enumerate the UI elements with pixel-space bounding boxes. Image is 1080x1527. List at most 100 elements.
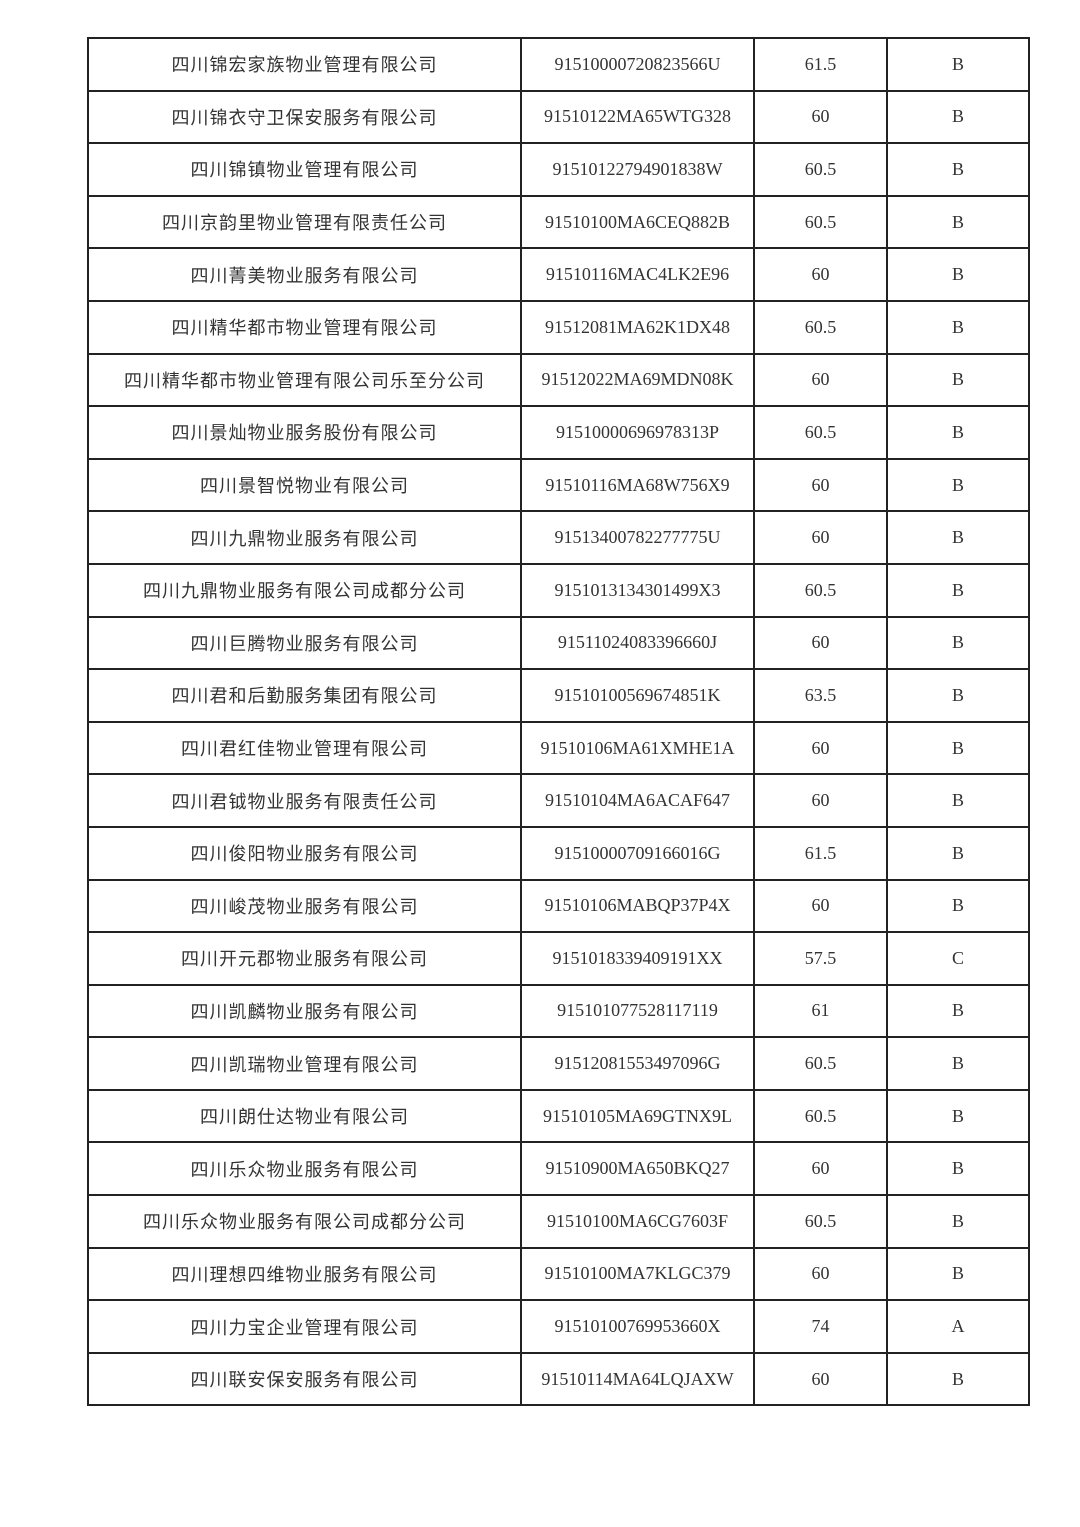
credit-code-cell: 91510183394091​91XX [520, 931, 755, 986]
grade-cell: B [886, 825, 1030, 881]
credit-code-cell: 91510116MA68W756X9 [520, 457, 755, 513]
company-name-cell: 四川俊阳物业服务有限公司 [87, 825, 522, 881]
score-cell: 60 [753, 615, 888, 671]
company-name-cell: 四川锦衣守卫保安服务有限公司 [87, 89, 522, 145]
table-row: 四川凯瑞物业管理有限公司 91512081553497096G 60.5 B [87, 1036, 1030, 1091]
grade-cell: B [886, 142, 1030, 197]
credit-code-cell: 91510000709166016G [520, 825, 755, 881]
grade-cell: B [886, 247, 1030, 302]
table-row: 四川联安保安服务有限公司 91510114MA64LQJAXW 60 B [87, 1351, 1030, 1407]
company-name-cell: 四川凯瑞物业管理有限公司 [87, 1036, 522, 1091]
score-cell: 61.5 [753, 37, 888, 92]
grade-cell: B [886, 720, 1030, 776]
table-row: 四川开元郡物业服务有限公司 91510183394091​91XX 57.5 C [87, 931, 1030, 986]
table-row: 四川九鼎物业服务有限公司 91513400782277775U 60 B [87, 510, 1030, 565]
table-row: 四川君和后勤服务集团有限公司 91510100569674851K 63.5 B [87, 668, 1030, 723]
score-cell: 60 [753, 510, 888, 565]
company-name-cell: 四川君和后勤服务集团有限公司 [87, 668, 522, 723]
grade-cell: C [886, 931, 1030, 986]
company-name-cell: 四川景智悦物业有限公司 [87, 457, 522, 513]
credit-code-cell: 91510900MA650BKQ27 [520, 1141, 755, 1197]
score-cell: 60.5 [753, 299, 888, 355]
grade-cell: B [886, 352, 1030, 408]
grade-cell: B [886, 773, 1030, 828]
grade-cell: B [886, 1036, 1030, 1091]
score-cell: 60 [753, 878, 888, 934]
score-cell: 74 [753, 1299, 888, 1354]
credit-code-cell: 91510107752811711​9 [520, 983, 755, 1039]
credit-code-cell: 91510106MABQP37P4X [520, 878, 755, 934]
table-row: 四川锦宏家族物业管理有限公司 91510000720823566U 61.5 B [87, 37, 1030, 92]
rating-table: 四川锦宏家族物业管理有限公司 91510000720823566U 61.5 B 四川锦… [87, 37, 1030, 1407]
table-row: 四川君钺物业服务有限责任公司 91510104MA6ACAF647 60 B [87, 773, 1030, 828]
credit-code-cell: 91510106MA61XMHE1A [520, 720, 755, 776]
grade-cell: B [886, 194, 1030, 250]
table-row: 四川俊阳物业服务有限公司 91510000709166016G 61.5 B [87, 825, 1030, 881]
table-row: 四川菁美物业服务有限公司 91510116MAC4LK2E96 60 B [87, 247, 1030, 302]
credit-code-cell: 91510105MA69GTNX9L [520, 1088, 755, 1144]
score-cell: 60 [753, 247, 888, 302]
score-cell: 60.5 [753, 562, 888, 618]
score-cell: 60 [753, 720, 888, 776]
table-row: 四川峻茂物业服务有限公司 91510106MABQP37P4X 60 B [87, 878, 1030, 934]
table-row: 四川景灿物业服务股份有限公司 91510000696978313P 60.5 B [87, 405, 1030, 460]
table-row: 四川君红佳物业管理有限公司 91510106MA61XMHE1A 60 B [87, 720, 1030, 776]
table-row: 四川乐众物业服务有限公司成都分公司 91510100MA6CG7603F 60.5 B [87, 1194, 1030, 1249]
grade-cell: A [886, 1299, 1030, 1354]
company-name-cell: 四川联安保安服务有限公司 [87, 1351, 522, 1407]
grade-cell: B [886, 299, 1030, 355]
company-name-cell: 四川开元郡物业服务有限公司 [87, 931, 522, 986]
company-name-cell: 四川理想四维物业服务有限公司 [87, 1246, 522, 1302]
grade-cell: B [886, 983, 1030, 1039]
credit-code-cell: 91510000696978313P [520, 405, 755, 460]
score-cell: 60 [753, 89, 888, 145]
grade-cell: B [886, 405, 1030, 460]
table-row: 四川理想四维物业服务有限公司 91510100MA7KLGC379 60 B [87, 1246, 1030, 1302]
credit-code-cell: 91510100MA7KLGC379 [520, 1246, 755, 1302]
grade-cell: B [886, 1088, 1030, 1144]
score-cell: 60 [753, 1141, 888, 1197]
credit-code-cell: 91510100MA6CG7603F [520, 1194, 755, 1249]
table-row: 四川乐众物业服务有限公司 91510900MA650BKQ27 60 B [87, 1141, 1030, 1197]
grade-cell: B [886, 1351, 1030, 1407]
company-name-cell: 四川精华都市物业管理有限公司 [87, 299, 522, 355]
score-cell: 60.5 [753, 142, 888, 197]
credit-code-cell: 91512022MA69MDN08K [520, 352, 755, 408]
company-name-cell: 四川君红佳物业管理有限公司 [87, 720, 522, 776]
score-cell: 60 [753, 1351, 888, 1407]
credit-code-cell: 91510000720823566U [520, 37, 755, 92]
table-body: 四川锦宏家族物业管理有限公司 91510000720823566U 61.5 B 四川锦… [87, 37, 1030, 1407]
company-name-cell: 四川力宝企业管理有限公司 [87, 1299, 522, 1354]
company-name-cell: 四川朗仕达物业有限公司 [87, 1088, 522, 1144]
table-row: 四川锦镇物业管理有限公司 91510122794901838W 60.5 B [87, 142, 1030, 197]
grade-cell: B [886, 615, 1030, 671]
company-name-cell: 四川凯麟物业服务有限公司 [87, 983, 522, 1039]
grade-cell: B [886, 562, 1030, 618]
score-cell: 60.5 [753, 405, 888, 460]
credit-code-cell: 91513400782277775U [520, 510, 755, 565]
company-name-cell: 四川乐众物业服务有限公司成都分公司 [87, 1194, 522, 1249]
company-name-cell: 四川景灿物业服务股份有限公司 [87, 405, 522, 460]
score-cell: 60 [753, 352, 888, 408]
score-cell: 61 [753, 983, 888, 1039]
company-name-cell: 四川乐众物业服务有限公司 [87, 1141, 522, 1197]
table-row: 四川锦衣守卫保安服务有限公司 91510122MA65WTG328 60 B [87, 89, 1030, 145]
grade-cell: B [886, 510, 1030, 565]
table-row: 四川巨腾物业服务有限公司 91511024083396660J 60 B [87, 615, 1030, 671]
credit-code-cell: 91510100569674851K [520, 668, 755, 723]
score-cell: 60.5 [753, 194, 888, 250]
credit-code-cell: 91510116MAC4LK2E96 [520, 247, 755, 302]
grade-cell: B [886, 457, 1030, 513]
grade-cell: B [886, 668, 1030, 723]
company-name-cell: 四川锦宏家族物业管理有限公司 [87, 37, 522, 92]
table-row: 四川朗仕达物业有限公司 91510105MA69GTNX9L 60.5 B [87, 1088, 1030, 1144]
company-name-cell: 四川精华都市物业管理有限公司乐至分公司 [87, 352, 522, 408]
table-row: 四川景智悦物业有限公司 91510116MA68W756X9 60 B [87, 457, 1030, 513]
company-name-cell: 四川峻茂物业服务有限公司 [87, 878, 522, 934]
score-cell: 60 [753, 1246, 888, 1302]
score-cell: 57.5 [753, 931, 888, 986]
company-name-cell: 四川九鼎物业服务有限公司 [87, 510, 522, 565]
credit-code-cell: 91510100MA6CEQ882B [520, 194, 755, 250]
company-name-cell: 四川君钺物业服务有限责任公司 [87, 773, 522, 828]
company-name-cell: 四川锦镇物业管理有限公司 [87, 142, 522, 197]
